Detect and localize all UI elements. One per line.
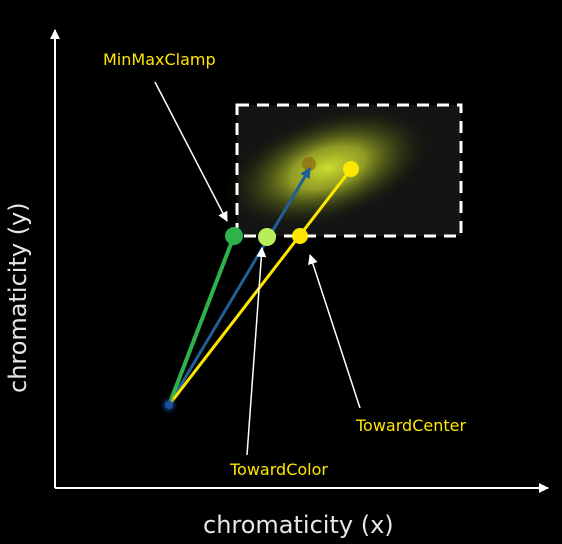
towardcenter-label: TowardCenter xyxy=(355,416,466,435)
gamut-box-border xyxy=(235,103,463,238)
towardcolor-ray xyxy=(167,167,312,406)
points xyxy=(160,161,359,414)
callouts: MinMaxClamp TowardColor TowardCenter xyxy=(103,50,466,479)
source-point xyxy=(165,401,173,409)
towardcolor-leader xyxy=(246,247,267,456)
towardcenter-point xyxy=(292,228,308,244)
minmaxclamp-label: MinMaxClamp xyxy=(103,50,216,69)
towardcenter-leader xyxy=(308,254,361,409)
gamut-glow xyxy=(222,105,434,231)
target-color-point xyxy=(343,161,359,177)
mapping-rays xyxy=(167,167,353,406)
towardcenter-ray xyxy=(167,168,353,406)
minmaxclamp-leader xyxy=(154,81,228,222)
towardcolor-label: TowardColor xyxy=(229,460,328,479)
x-axis-label: chromaticity (x) xyxy=(203,511,394,539)
minmaxclamp-ray xyxy=(167,235,236,406)
minmaxclamp-point xyxy=(225,227,243,245)
gamut-region xyxy=(222,103,463,238)
axes xyxy=(50,29,549,493)
y-axis-label: chromaticity (y) xyxy=(4,202,32,393)
towardcolor-point xyxy=(258,228,276,246)
